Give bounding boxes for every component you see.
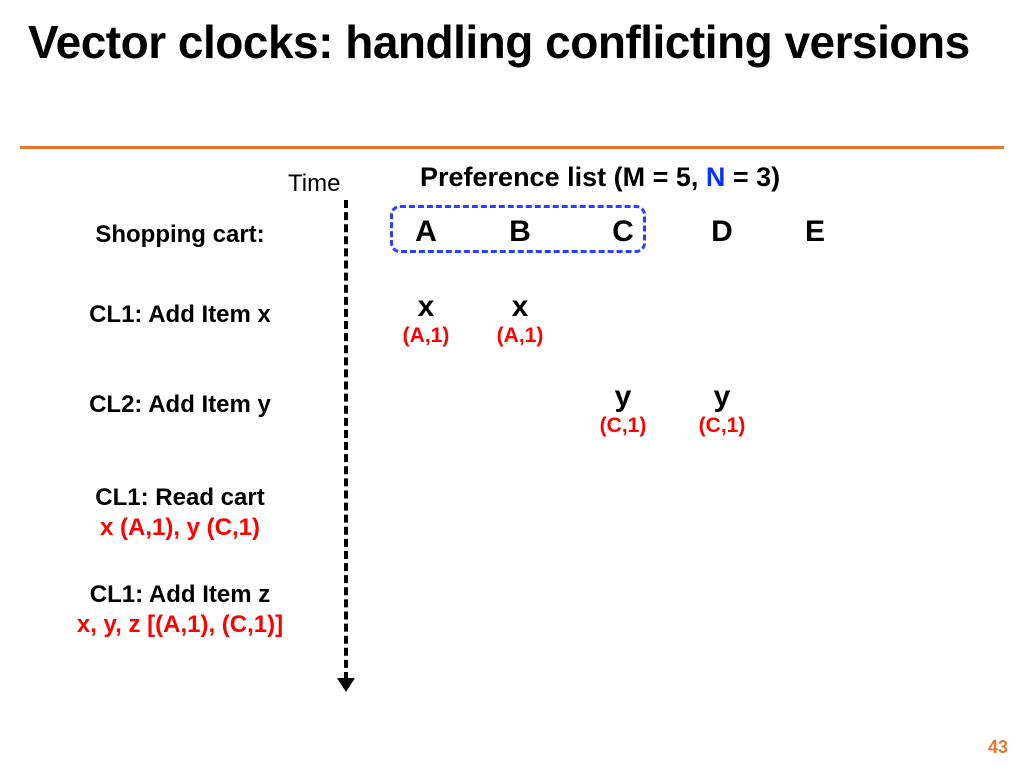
node-e: E [790, 215, 840, 249]
node-d: D [697, 215, 747, 249]
cell-d-y: y (C,1) [682, 380, 762, 438]
cell-value: x [480, 290, 560, 324]
time-axis-label: Time [288, 170, 340, 198]
cell-value: y [583, 380, 663, 414]
slide: Vector clocks: handling conflicting vers… [0, 0, 1024, 768]
time-axis-arrowhead-icon [337, 678, 355, 692]
node-b: B [495, 215, 545, 249]
event-cl1-read: CL1: Read cart x (A,1), y (C,1) [40, 483, 320, 543]
event-line2: x (A,1), y (C,1) [40, 513, 320, 543]
event-line1: CL1: Add Item x [89, 301, 271, 328]
cell-annotation: (C,1) [583, 414, 663, 438]
event-cl2-add-y: CL2: Add Item y [40, 390, 320, 420]
pref-suffix: = 3) [725, 162, 780, 192]
cell-c-y: y (C,1) [583, 380, 663, 438]
node-a: A [401, 215, 451, 249]
preference-list-label: Preference list (M = 5, N = 3) [420, 162, 780, 193]
slide-title: Vector clocks: handling conflicting vers… [28, 18, 988, 68]
title-divider [20, 146, 1004, 149]
cell-b-x: x (A,1) [480, 290, 560, 348]
page-number: 43 [988, 737, 1008, 758]
event-cl1-add-z: CL1: Add Item z x, y, z [(A,1), (C,1)] [40, 580, 320, 640]
pref-n-label: N [706, 162, 726, 192]
time-axis-line [344, 200, 348, 680]
event-line2: x, y, z [(A,1), (C,1)] [40, 610, 320, 640]
cell-value: x [386, 290, 466, 324]
pref-prefix: Preference list (M = 5, [420, 162, 706, 192]
event-line1: CL2: Add Item y [89, 391, 271, 418]
cell-annotation: (C,1) [682, 414, 762, 438]
event-shopping-cart: Shopping cart: [40, 220, 320, 250]
event-line1: CL1: Read cart [95, 484, 264, 511]
event-line1: CL1: Add Item z [90, 581, 270, 608]
event-cl1-add-x: CL1: Add Item x [40, 300, 320, 330]
cell-value: y [682, 380, 762, 414]
cell-annotation: (A,1) [386, 324, 466, 348]
node-c: C [598, 215, 648, 249]
cell-annotation: (A,1) [480, 324, 560, 348]
cell-a-x: x (A,1) [386, 290, 466, 348]
event-line1: Shopping cart: [95, 221, 264, 248]
